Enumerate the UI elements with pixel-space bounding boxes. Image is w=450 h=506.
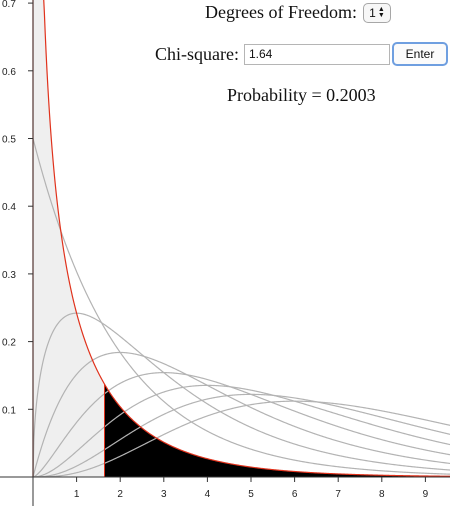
chi-square-input[interactable] xyxy=(243,43,390,65)
df-label: Degrees of Freedom: xyxy=(205,2,357,22)
tail-probability-region xyxy=(104,384,450,477)
y-tick-label: 0.7 xyxy=(2,0,16,10)
y-tick-label: 0.2 xyxy=(2,338,16,349)
y-tick-label: 0.3 xyxy=(2,270,16,281)
df-control: Degrees of Freedom: 1 ▲ ▼ xyxy=(205,2,391,23)
density-curve-df-6 xyxy=(32,384,450,477)
df-select[interactable]: 1 ▲ ▼ xyxy=(362,2,391,23)
non-tail-region xyxy=(33,0,105,477)
x-tick-label: 6 xyxy=(292,489,298,500)
x-tick-label: 7 xyxy=(335,489,341,500)
enter-button[interactable]: Enter xyxy=(391,42,448,66)
density-curve-df-7 xyxy=(33,393,450,477)
y-tick-label: 0.5 xyxy=(2,135,16,146)
density-curve-df-2 xyxy=(32,138,450,475)
chi-square-label: Chi-square: xyxy=(155,43,239,64)
density-curve-df-5 xyxy=(32,372,450,477)
x-tick-label: 2 xyxy=(117,489,123,500)
x-tick-label: 8 xyxy=(379,489,385,500)
density-curve-df-3 xyxy=(32,312,450,477)
up-down-arrows-icon: ▲ ▼ xyxy=(377,5,385,19)
y-tick-label: 0.6 xyxy=(2,67,16,78)
density-curve-df-4 xyxy=(32,351,450,477)
chi-square-control: Chi-square: Enter xyxy=(155,42,448,66)
x-tick-label: 3 xyxy=(161,489,167,500)
y-tick-label: 0.1 xyxy=(2,405,16,416)
probability-text: Probability = 0.2003 xyxy=(227,85,376,105)
y-tick-label: 0.4 xyxy=(2,202,16,213)
density-curve-df-8 xyxy=(33,400,450,477)
x-tick-label: 1 xyxy=(74,489,80,500)
probability-display: Probability = 0.2003 xyxy=(227,85,376,106)
x-tick-label: 9 xyxy=(423,489,429,500)
highlighted-curve-df-1 xyxy=(43,0,450,477)
x-tick-label: 4 xyxy=(205,489,211,500)
df-value: 1 xyxy=(369,5,376,20)
x-tick-label: 5 xyxy=(248,489,254,500)
